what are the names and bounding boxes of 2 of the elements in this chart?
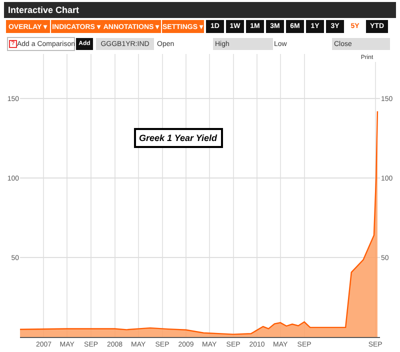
text: Interactive Chart <box>4 2 396 18</box>
text: Greek 1 Year Yield <box>139 133 218 143</box>
